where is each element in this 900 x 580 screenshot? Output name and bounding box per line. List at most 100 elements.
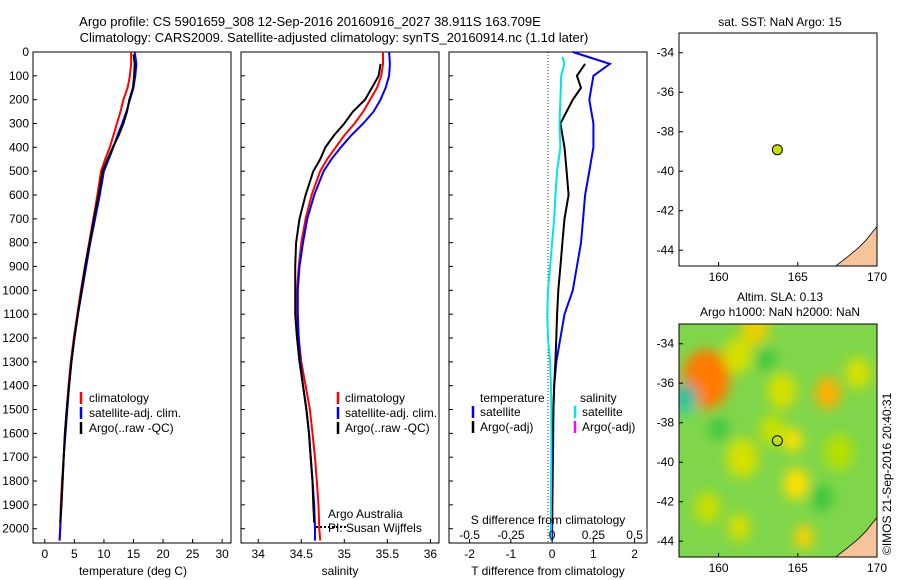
- y-tick-label: 1500: [2, 403, 29, 417]
- s-difference-label: S difference from climatology: [471, 513, 626, 527]
- sla-anomaly-blob: [815, 377, 841, 409]
- map-y-tick-label: -34: [657, 46, 675, 60]
- y-tick-label: 600: [9, 188, 29, 202]
- salinity-legend: climatology satellite-adj. clim. Argo(..…: [336, 391, 437, 435]
- legend-label-s-satellite: satellite: [582, 405, 623, 419]
- series-temperature-argo-adj: [551, 63, 586, 523]
- map-x-tick-label: 165: [788, 561, 808, 575]
- land-coastline: [835, 225, 877, 266]
- y-tick-label: 200: [9, 93, 29, 107]
- altimetry-map: Altim. SLA: 0.13 Argo h1000: NaN h2000: …: [657, 290, 888, 575]
- sla-anomaly-blob: [728, 513, 751, 542]
- legend-label-s-argo: Argo(-adj): [582, 420, 635, 434]
- altimetry-title-line2: Argo h1000: NaN h2000: NaN: [700, 305, 860, 319]
- map-y-tick-label: -42: [657, 204, 675, 218]
- legend-title-salinity: salinity: [580, 391, 617, 405]
- imos-credit: ©IMOS 21-Sep-2016 20:40:31: [880, 392, 894, 555]
- position-map: sat. SST: NaN Argo: 15 160 165 170 -34 -36 -3…: [657, 15, 888, 284]
- profile-title: Argo profile: CS 5901659_308 12-Sep-2016…: [79, 14, 541, 29]
- series-climatology: [296, 52, 384, 541]
- y-tick-label: 1900: [2, 498, 29, 512]
- difference-legend: temperature salinity satellite Argo(-adj…: [471, 391, 635, 434]
- climatology-title: Climatology: CARS2009. Satellite-adjuste…: [80, 30, 589, 45]
- x-tick-label: 30: [215, 547, 229, 561]
- x-tick-label: 15: [127, 547, 141, 561]
- y-tick-label: 1400: [2, 379, 29, 393]
- land-coastline: [835, 516, 877, 557]
- x-tick-label: 34: [252, 547, 266, 561]
- y-tick-label: 300: [9, 117, 29, 131]
- y-tick-label: 2000: [2, 522, 29, 536]
- series-argo-raw-qc: [59, 54, 136, 523]
- sla-anomaly-blob: [694, 491, 721, 524]
- temperature-legend: climatology satellite-adj. clim. Argo(..…: [79, 391, 181, 435]
- y-tick-label: 500: [9, 164, 29, 178]
- legend-label-climatology: climatology: [89, 391, 149, 405]
- map-x-tick-label: 160: [709, 561, 729, 575]
- sla-anomaly-blob: [767, 373, 797, 409]
- legend-label-argo: Argo(..raw -QC): [345, 421, 430, 435]
- map-y-tick-label: -38: [657, 125, 675, 139]
- legend-label-t-argo: Argo(-adj): [480, 420, 533, 434]
- temperature-xlabel: temperature (deg C): [79, 564, 187, 578]
- y-tick-label: 0: [22, 45, 29, 59]
- y-tick-label: 800: [9, 236, 29, 250]
- map-y-tick-label: -40: [657, 455, 675, 469]
- y-tick-label: 1200: [2, 331, 29, 345]
- sla-anomaly-blob: [756, 347, 776, 372]
- x-tick-label: 25: [186, 547, 200, 561]
- x-top-tick-label: -0.5: [459, 528, 480, 542]
- sla-anomaly-blob: [709, 416, 729, 441]
- y-tick-label: 1000: [2, 283, 29, 297]
- legend-label-argo: Argo(..raw -QC): [89, 421, 174, 435]
- position-map-frame: [678, 32, 878, 267]
- float-position-marker: [771, 435, 783, 447]
- x-tick-label: 1: [590, 547, 597, 561]
- x-top-tick-label: 0.25: [582, 528, 606, 542]
- y-tick-label: 400: [9, 140, 29, 154]
- float-position-marker: [771, 144, 783, 156]
- map-y-tick-label: -36: [657, 376, 675, 390]
- argo-australia-label: Argo Australia: [328, 507, 403, 521]
- altimetry-title-line1: Altim. SLA: 0.13: [737, 290, 823, 304]
- x-tick-label: 35: [338, 547, 352, 561]
- legend-label-t-satellite: satellite: [480, 405, 521, 419]
- x-tick-label: 0: [41, 547, 48, 561]
- salinity-xlabel: salinity: [322, 564, 359, 578]
- series-argo-raw-qc: [294, 63, 382, 523]
- map-y-tick-label: -40: [657, 164, 675, 178]
- sla-anomaly-blob: [845, 357, 871, 390]
- map-y-tick-label: -38: [657, 416, 675, 430]
- map-x-tick-label: 160: [709, 270, 729, 284]
- map-y-tick-label: -44: [657, 243, 675, 257]
- x-top-tick-label: 0: [549, 528, 556, 542]
- sla-anomaly-blob: [783, 428, 803, 453]
- x-top-tick-label: 0.5: [626, 528, 643, 542]
- sla-anomaly-blob: [740, 324, 770, 346]
- sla-anomaly-blob: [783, 468, 809, 500]
- sla-anomaly-blob: [794, 525, 814, 550]
- sla-anomaly-blob: [810, 483, 833, 512]
- map-y-tick-label: -36: [657, 85, 675, 99]
- map-x-tick-label: 165: [788, 270, 808, 284]
- map-y-tick-label: -34: [657, 337, 675, 351]
- legend-label-climatology: climatology: [345, 391, 405, 405]
- position-map-title: sat. SST: NaN Argo: 15: [718, 15, 842, 29]
- salinity-panel: 34 34.5 35 35.5 36 salinity climatology sate…: [240, 51, 440, 578]
- y-tick-label: 1800: [2, 474, 29, 488]
- t-difference-label: T difference from climatology: [471, 564, 625, 578]
- sla-anomaly-blob: [824, 434, 854, 471]
- y-tick-label: 900: [9, 260, 29, 274]
- legend-title-temperature: temperature: [480, 391, 545, 405]
- x-tick-label: 36: [424, 547, 438, 561]
- x-tick-label: 35.5: [376, 547, 400, 561]
- legend-label-satellite: satellite-adj. clim.: [89, 406, 181, 420]
- x-tick-label: -1: [506, 547, 517, 561]
- x-tick-label: 34.5: [290, 547, 314, 561]
- map-x-tick-label: 170: [867, 270, 887, 284]
- y-tick-label: 1700: [2, 450, 29, 464]
- x-tick-label: 10: [97, 547, 111, 561]
- sla-anomaly-blob: [759, 414, 786, 447]
- y-tick-label: 1300: [2, 355, 29, 369]
